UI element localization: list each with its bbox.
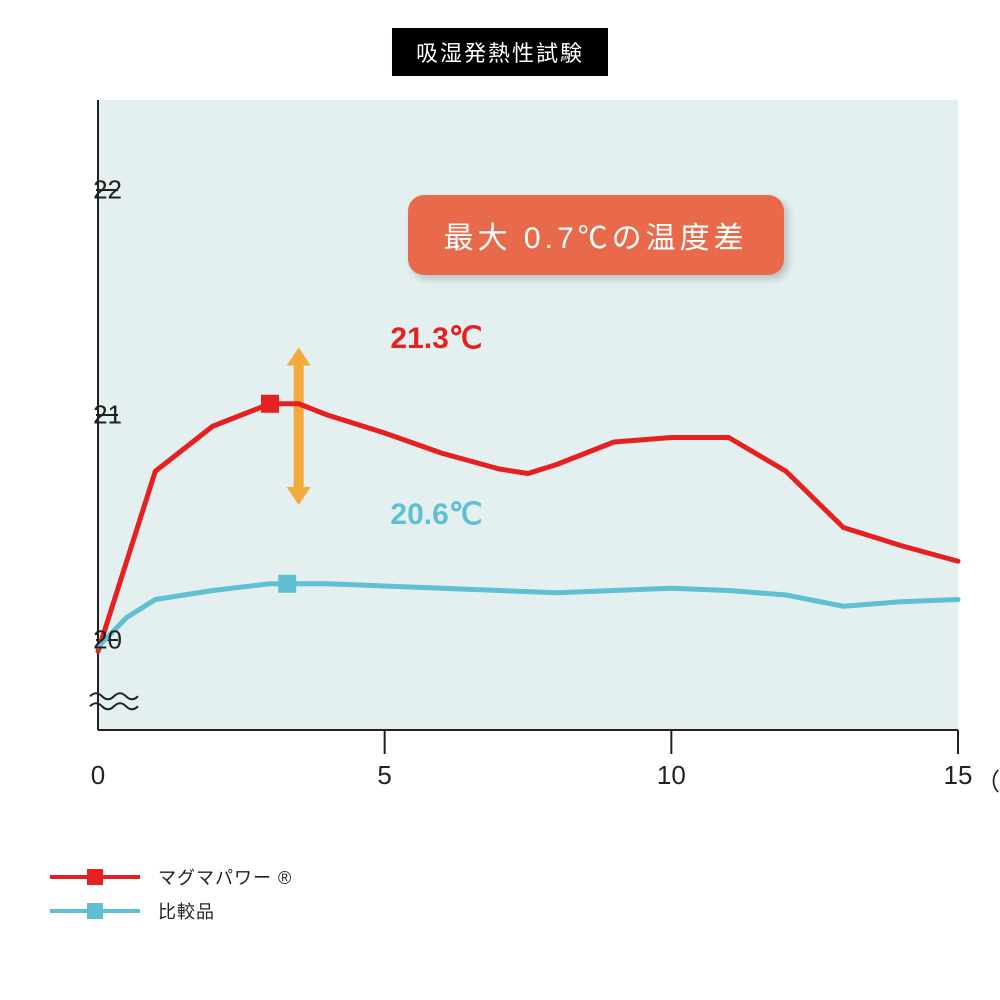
x-axis-unit: （分） [976, 762, 1000, 797]
series-value-red: 21.3℃ [390, 321, 482, 356]
legend-item-red: マグマパワー ® [50, 860, 292, 894]
series-value-blue: 20.6℃ [390, 497, 482, 532]
legend-line-icon [50, 875, 140, 879]
legend-line-icon [50, 909, 140, 913]
legend-marker-icon [87, 903, 103, 919]
x-tick-label: 0 [91, 760, 105, 791]
x-tick-label: 15 [944, 760, 973, 791]
y-tick-label: 20 [93, 625, 122, 656]
legend-label: マグマパワー ® [158, 864, 292, 890]
legend-item-blue: 比較品 [50, 894, 292, 928]
legend-label: 比較品 [158, 898, 215, 924]
y-tick-label: 21 [93, 400, 122, 431]
chart-title: 吸湿発熱性試験 [392, 28, 608, 76]
callout-badge: 最大 0.7℃の温度差 [408, 195, 784, 275]
chart: 最大 0.7℃の温度差 21.3℃ 20.6℃ [98, 100, 958, 780]
x-tick-label: 10 [657, 760, 686, 791]
legend-marker-icon [87, 869, 103, 885]
y-tick-label: 22 [93, 175, 122, 206]
legend: マグマパワー ® 比較品 [50, 860, 292, 928]
x-tick-label: 5 [377, 760, 391, 791]
